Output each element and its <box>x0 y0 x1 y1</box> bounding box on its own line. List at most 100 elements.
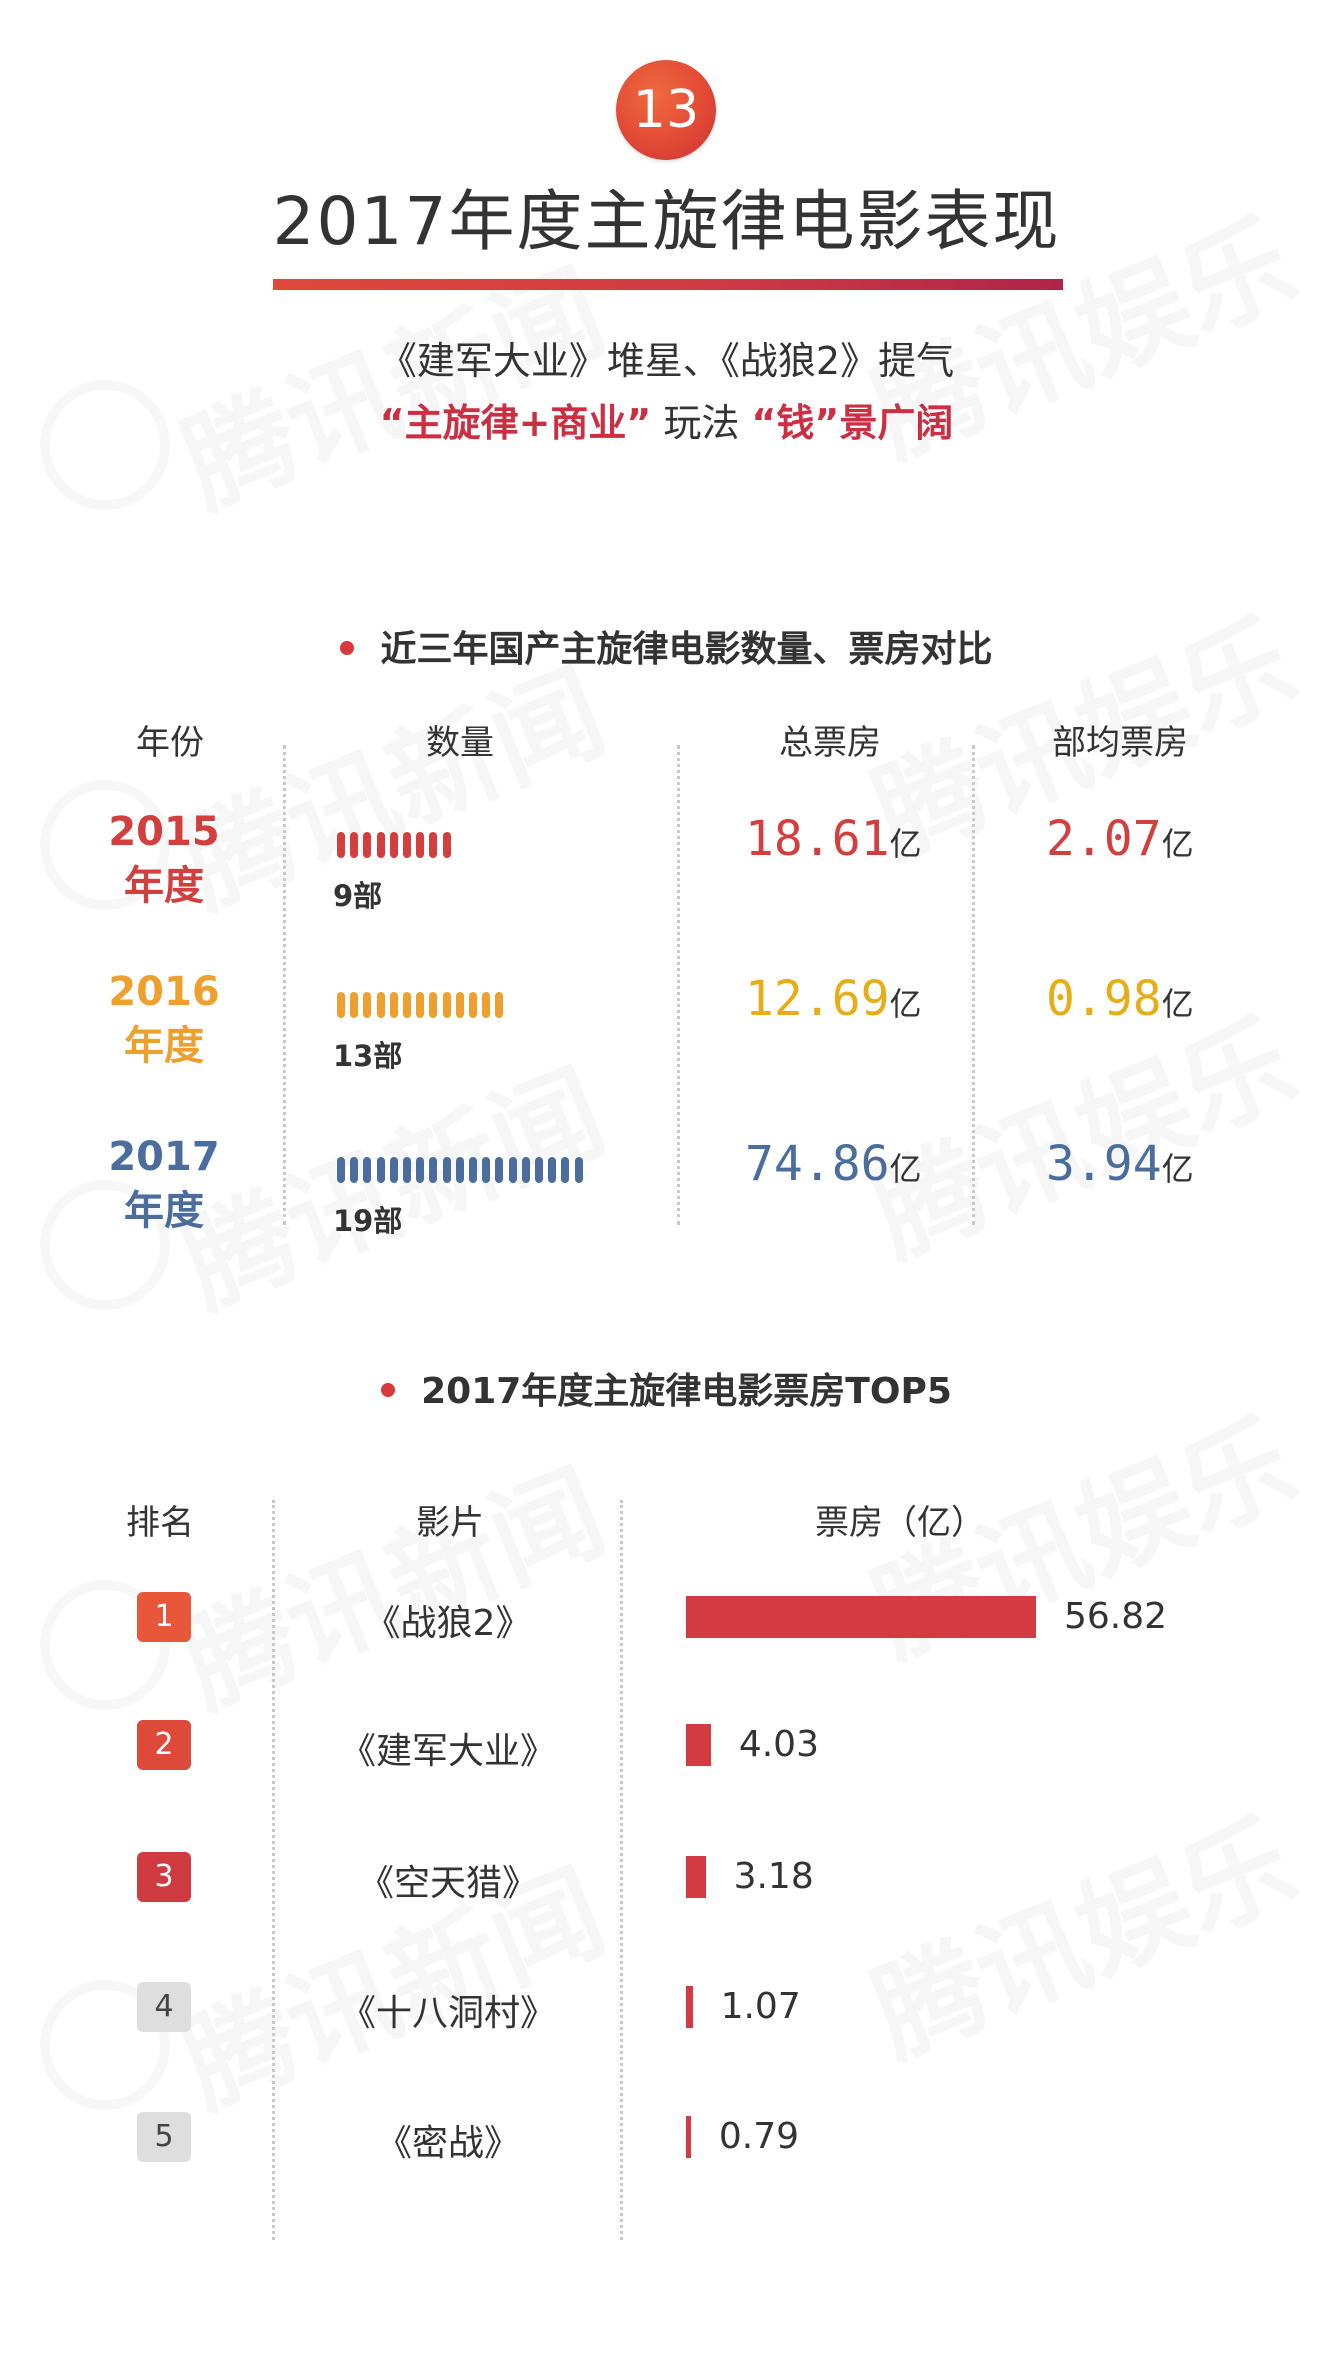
unit-label: 亿 <box>889 1150 922 1188</box>
gross-bar <box>686 2116 691 2158</box>
year-label: 2015 <box>108 809 220 855</box>
avg-value: 2.07 <box>1046 811 1162 867</box>
total-box-office: 12.69亿 <box>745 971 922 1027</box>
page-number-badge: 13 <box>616 60 716 160</box>
count-pill <box>416 1157 425 1183</box>
count-pill <box>350 992 359 1018</box>
total-value: 12.69 <box>745 971 890 1027</box>
count-label: 9部 <box>333 879 383 913</box>
year-label: 2016 <box>108 969 220 1015</box>
count-pill <box>416 992 425 1018</box>
title-underline <box>273 279 1063 290</box>
gross-bar <box>686 1724 711 1766</box>
total-value: 18.61 <box>745 811 890 867</box>
count-label: 19部 <box>333 1204 403 1238</box>
gross-bar <box>686 1596 1036 1638</box>
count-pill <box>495 992 504 1018</box>
column-divider <box>677 745 680 1225</box>
rank-badge: 1 <box>137 1592 191 1642</box>
unit-label: 亿 <box>889 985 922 1023</box>
rank-badge: 3 <box>137 1852 191 1902</box>
rank-badge: 2 <box>137 1720 191 1770</box>
count-pill <box>429 1157 438 1183</box>
gross-value-label: 3.18 <box>733 1856 814 1897</box>
count-pill <box>442 992 451 1018</box>
count-pill <box>508 1157 517 1183</box>
section-1-title: 近三年国产主旋律电影数量、票房对比 <box>0 620 1333 672</box>
count-pill <box>403 992 411 1018</box>
count-pill <box>337 832 345 858</box>
film-title: 《十八洞村》 <box>339 1993 556 2034</box>
count-pill <box>337 1157 345 1183</box>
count-pill <box>548 1157 557 1183</box>
avg-box-office: 2.07亿 <box>1046 811 1194 867</box>
gross-value-label: 0.79 <box>718 2116 800 2157</box>
avg-box-office: 3.94亿 <box>1046 1136 1194 1192</box>
count-pill <box>363 1157 372 1183</box>
count-pill <box>482 992 491 1018</box>
rank-badge: 4 <box>137 1982 191 2032</box>
film-title: 《空天猎》 <box>357 1863 538 1904</box>
unit-label: 亿 <box>1161 985 1194 1023</box>
watermark-text: 腾讯新闻 <box>156 1423 624 1736</box>
subtitle-line-1: 《建军大业》堆星、《战狼2》提气 <box>378 339 955 383</box>
count-pill <box>574 1157 583 1183</box>
count-pill <box>416 832 425 858</box>
column-divider <box>620 1500 623 2240</box>
col-header-avg: 部均票房 <box>1052 723 1188 763</box>
count-pill <box>469 1157 477 1183</box>
unit-label: 亿 <box>1161 1150 1194 1188</box>
avg-box-office: 0.98亿 <box>1046 971 1194 1027</box>
subtitle-line-2: “主旋律+商业” 玩法 “钱”景广阔 <box>0 392 1333 447</box>
year-suffix: 年度 <box>124 863 204 909</box>
count-pill <box>455 1157 464 1183</box>
film-title: 《建军大业》 <box>339 1731 556 1772</box>
count-pill <box>403 832 411 858</box>
total-box-office: 18.61亿 <box>745 811 922 867</box>
total-box-office: 74.86亿 <box>745 1136 922 1192</box>
avg-value: 3.94 <box>1046 1136 1162 1192</box>
gross-bar <box>686 1856 706 1898</box>
count-pill <box>521 1157 530 1183</box>
col-header-total: 总票房 <box>779 723 881 763</box>
column-divider <box>283 745 286 1225</box>
count-pill <box>376 1157 385 1183</box>
count-pill <box>442 832 451 858</box>
bullet-icon <box>340 641 355 655</box>
count-pill <box>350 1157 359 1183</box>
total-value: 74.86 <box>745 1136 890 1192</box>
gross-value-label: 4.03 <box>738 1724 819 1765</box>
subtitle-highlight-1: “主旋律+商业” <box>379 401 652 445</box>
count-pill <box>389 992 398 1018</box>
watermark-text: 腾讯娱乐 <box>846 1773 1314 2086</box>
bullet-icon <box>381 1383 396 1397</box>
subtitle-text: 玩法 <box>663 401 740 445</box>
count-pill <box>429 992 438 1018</box>
count-pill <box>535 1157 543 1183</box>
count-pill <box>469 992 477 1018</box>
section-1-title-text: 近三年国产主旋律电影数量、票房对比 <box>380 629 993 670</box>
count-pill <box>442 1157 451 1183</box>
count-pill <box>455 992 464 1018</box>
count-pill <box>363 832 372 858</box>
film-title: 《密战》 <box>375 2123 520 2164</box>
count-label: 13部 <box>333 1039 403 1073</box>
col-header-year: 年份 <box>136 723 204 763</box>
unit-label: 亿 <box>1161 825 1194 863</box>
count-pill <box>376 832 385 858</box>
gross-value-label: 1.07 <box>720 1986 801 2027</box>
section-2-title-text: 2017年度主旋律电影票房TOP5 <box>421 1371 952 1412</box>
count-pill <box>561 1157 570 1183</box>
film-title: 《战狼2》 <box>364 1603 532 1644</box>
section-2-title: 2017年度主旋律电影票房TOP5 <box>0 1362 1333 1414</box>
count-pill <box>337 992 345 1018</box>
page-title: 2017年度主旋律电影表现 <box>272 183 1061 260</box>
col-header-count: 数量 <box>426 723 494 763</box>
count-pill <box>389 832 398 858</box>
count-pill <box>389 1157 398 1183</box>
count-pill <box>376 992 385 1018</box>
rank-badge: 5 <box>137 2112 191 2162</box>
column-divider <box>272 1500 275 2240</box>
count-pill <box>350 832 359 858</box>
count-pill <box>429 832 438 858</box>
